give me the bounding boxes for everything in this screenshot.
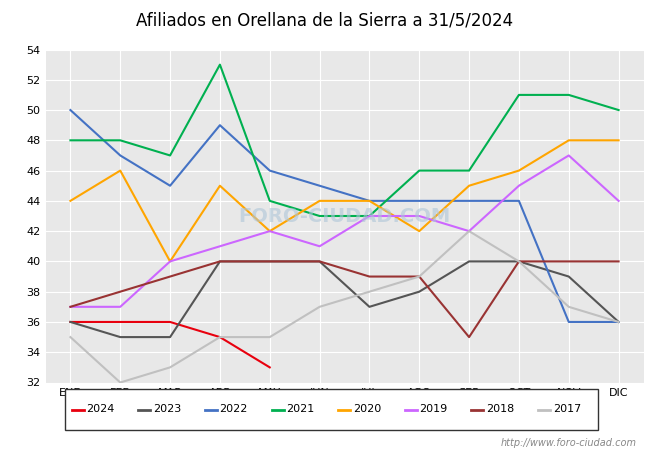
Text: 2018: 2018 [486,405,514,414]
Text: 2023: 2023 [153,405,181,414]
Text: 2020: 2020 [353,405,381,414]
Text: Afiliados en Orellana de la Sierra a 31/5/2024: Afiliados en Orellana de la Sierra a 31/… [136,11,514,29]
Text: 2019: 2019 [419,405,448,414]
Text: 2021: 2021 [286,405,315,414]
Text: 2017: 2017 [552,405,581,414]
Text: http://www.foro-ciudad.com: http://www.foro-ciudad.com [501,438,637,448]
FancyBboxPatch shape [65,389,598,430]
Text: 2024: 2024 [86,405,114,414]
Text: FORO-CIUDAD.COM: FORO-CIUDAD.COM [239,207,450,225]
Text: 2022: 2022 [220,405,248,414]
